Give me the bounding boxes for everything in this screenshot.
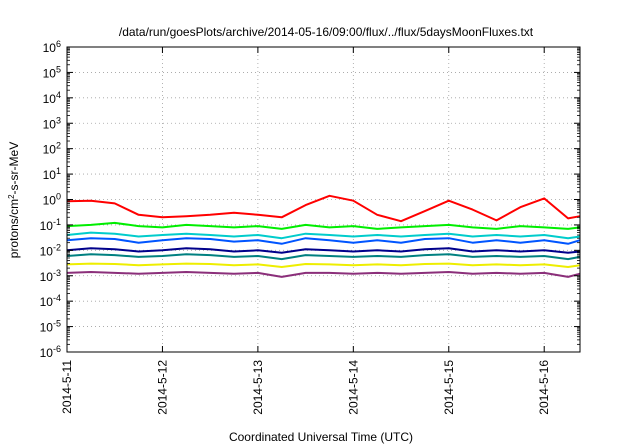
series-line-1 [66,194,581,223]
x-tick-label: 2014-5-13 [251,360,265,415]
y-tick-base: 10 [40,270,54,284]
y-tick-base: 10 [43,168,57,182]
series-line-7 [66,262,581,268]
y-tick-label: 10-6 [40,344,61,360]
y-tick-exponent: 1 [56,166,61,176]
y-tick-label: 10-3 [40,268,61,284]
y-tick-exponent: -1 [53,217,61,227]
y-tick-exponent: 6 [56,39,61,49]
y-tick-label: 100 [43,192,61,208]
y-tick-base: 10 [43,66,57,80]
y-tick-label: 10-4 [40,293,61,309]
y-axis-label-post: -s-sr-MeV [7,142,21,195]
x-tick-label: 2014-5-14 [346,360,360,415]
y-axis-label-pre: protons/cm [7,199,21,258]
y-tick-label: 103 [43,115,61,131]
y-tick-exponent: -2 [53,242,61,252]
y-tick-base: 10 [40,346,54,360]
x-axis-label: Coordinated Universal Time (UTC) [229,430,413,444]
series-line-8 [66,271,581,278]
y-tick-exponent: 0 [56,192,61,202]
y-tick-exponent: 4 [56,90,61,100]
x-tick-labels: 2014-5-11 2014-5-12 2014-5-13 2014-5-14 2014… [60,360,551,415]
y-tick-label: 10-5 [40,319,61,335]
y-tick-base: 10 [43,194,57,208]
y-tick-base: 10 [43,92,57,106]
y-axis-label-sup: 2 [7,194,16,199]
y-axis-label: protons/cm2-s-sr-MeV [7,142,22,258]
y-tick-base: 10 [40,244,54,258]
y-tick-label: 10-2 [40,242,61,258]
y-tick-label: 105 [43,64,61,80]
series-line-3 [66,231,581,240]
y-tick-exponent: -3 [53,268,61,278]
series-line-4 [66,237,581,245]
y-tick-exponent: 2 [56,141,61,151]
x-tick-label: 2014-5-16 [537,360,551,415]
y-tick-base: 10 [40,321,54,335]
x-tick-label: 2014-5-12 [155,360,169,415]
series-line-6 [66,253,581,261]
axis-ticks [66,46,580,353]
series-line-5 [66,247,581,254]
y-tick-base: 10 [43,117,57,131]
y-tick-label: 104 [43,90,61,106]
y-tick-base: 10 [43,41,57,55]
series-lines [66,194,581,278]
y-tick-base: 10 [43,143,57,157]
x-tick-label: 2014-5-15 [442,360,456,415]
y-tick-exponent: 3 [56,115,61,125]
y-tick-exponent: -4 [53,293,61,303]
y-tick-label: 102 [43,141,61,157]
y-tick-base: 10 [40,219,54,233]
series-line-2 [66,221,581,230]
y-tick-base: 10 [40,295,54,309]
y-tick-label: 101 [43,166,61,182]
y-tick-label: 106 [43,39,61,55]
y-tick-exponent: 5 [56,64,61,74]
chart-title: /data/run/goesPlots/archive/2014-05-16/0… [119,25,534,39]
x-tick-label: 2014-5-11 [60,360,74,414]
y-tick-labels: 10-610-510-410-310-210-11001011021031041… [40,39,61,360]
y-tick-exponent: -5 [53,319,61,329]
y-tick-label: 10-1 [40,217,61,233]
y-tick-exponent: -6 [53,344,61,354]
